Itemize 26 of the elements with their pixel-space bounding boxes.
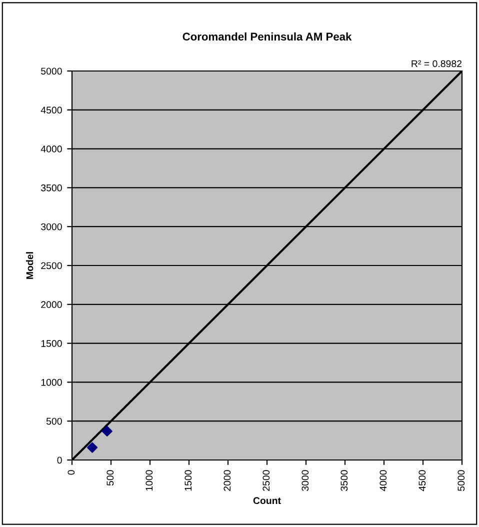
x-tick-label: 4500 [418, 470, 426, 492]
y-tick-label: 2000 [41, 301, 62, 308]
x-axis-title: Count [253, 497, 281, 504]
y-tick-label: 5000 [41, 68, 62, 75]
x-tick-label: 4000 [380, 470, 387, 492]
x-tick-label: 3500 [340, 470, 348, 491]
x-tick-label: 1000 [146, 470, 153, 491]
y-tick-label: 3000 [41, 223, 62, 230]
y-tick-label: 1500 [41, 340, 62, 347]
y-axis-title: Model [26, 252, 34, 279]
y-tick-label: 1000 [41, 378, 62, 386]
y-tick-label: 4500 [40, 106, 62, 114]
x-tick-label: 2500 [262, 470, 270, 491]
x-tick-label: 1500 [184, 470, 192, 491]
y-tick-label: 0 [57, 456, 62, 464]
text: R² = 0.8982 [412, 60, 462, 68]
chart-title: Coromandel Peninsula AM Peak [182, 32, 352, 41]
x-tick-label: 5000 [458, 470, 465, 491]
y-tick-label: 3500 [41, 184, 62, 192]
x-tick-label: 3000 [302, 470, 309, 491]
y-tick-label: 500 [46, 418, 62, 425]
y-tick-label: 2500 [41, 262, 62, 270]
x-tick-label: 500 [106, 470, 114, 486]
x-tick-label: 2000 [224, 470, 231, 491]
y-tick-label: 4000 [40, 146, 62, 152]
x-tick-label: 0 [68, 470, 75, 475]
